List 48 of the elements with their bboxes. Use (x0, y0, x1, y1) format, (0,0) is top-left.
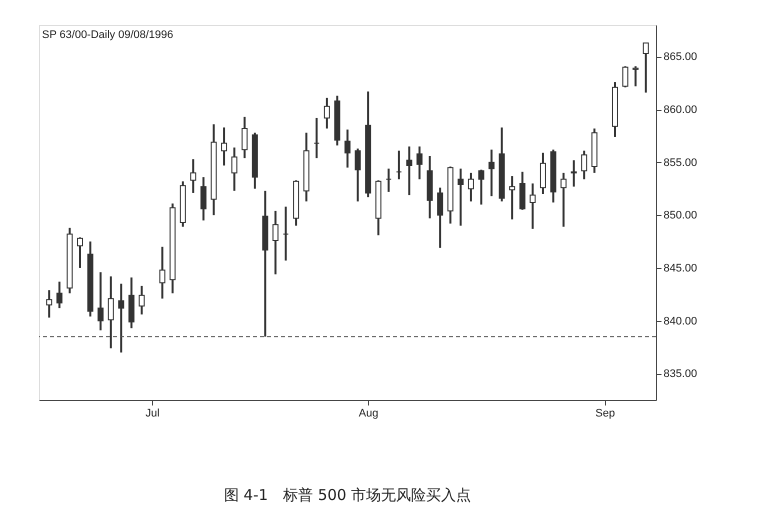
candlestick (437, 186, 444, 249)
candlestick (77, 236, 84, 269)
candlestick (200, 176, 206, 222)
candlestick (118, 282, 124, 354)
candlestick (98, 271, 104, 332)
y-tick-label: 850.00 (664, 210, 698, 222)
candlestick (314, 116, 320, 160)
y-tick-label: 855.00 (664, 156, 698, 169)
candlestick (509, 175, 516, 220)
candlestick (581, 150, 588, 180)
candlestick (190, 158, 196, 194)
candlestick (221, 126, 228, 166)
candlestick (406, 145, 412, 196)
candlestick (56, 280, 62, 310)
candlestick (138, 284, 145, 316)
candlestick (354, 148, 361, 202)
candlestick (570, 159, 577, 188)
x-tick-label: Jul (145, 408, 160, 420)
x-tick-label: Aug (358, 408, 378, 420)
candlestick (632, 65, 639, 88)
y-tick-label: 835.00 (664, 368, 698, 380)
candlestick (242, 116, 248, 160)
candlestick (324, 96, 330, 130)
caption: 图 4-1 标普 500 市场无风险买入点 (224, 486, 472, 504)
candlestick (560, 172, 567, 228)
candlestick (642, 42, 649, 94)
y-tick-label: 865.00 (664, 51, 698, 64)
candlestick (272, 210, 278, 276)
candlestick (386, 168, 392, 193)
candlestick (622, 65, 628, 88)
candlestick (488, 148, 495, 198)
y-tick-label: 845.00 (664, 262, 698, 274)
x-tick-label: Sep (595, 408, 615, 420)
candlestick (231, 146, 238, 192)
candlestick (108, 275, 114, 350)
candlestick (416, 145, 423, 180)
candlestick (468, 172, 474, 202)
chart-title: SP 63/00-Daily 09/08/1996 (42, 29, 174, 41)
y-tick-label: 840.00 (664, 315, 698, 328)
y-tick-label: 860.00 (664, 104, 698, 116)
candlestick (396, 150, 402, 180)
candlestick (478, 168, 484, 206)
candlestick (282, 206, 289, 262)
candlestick (344, 128, 350, 169)
candlestick (458, 168, 464, 227)
candlestick (46, 289, 52, 319)
candlestick (159, 246, 166, 300)
candlestick (530, 182, 536, 230)
